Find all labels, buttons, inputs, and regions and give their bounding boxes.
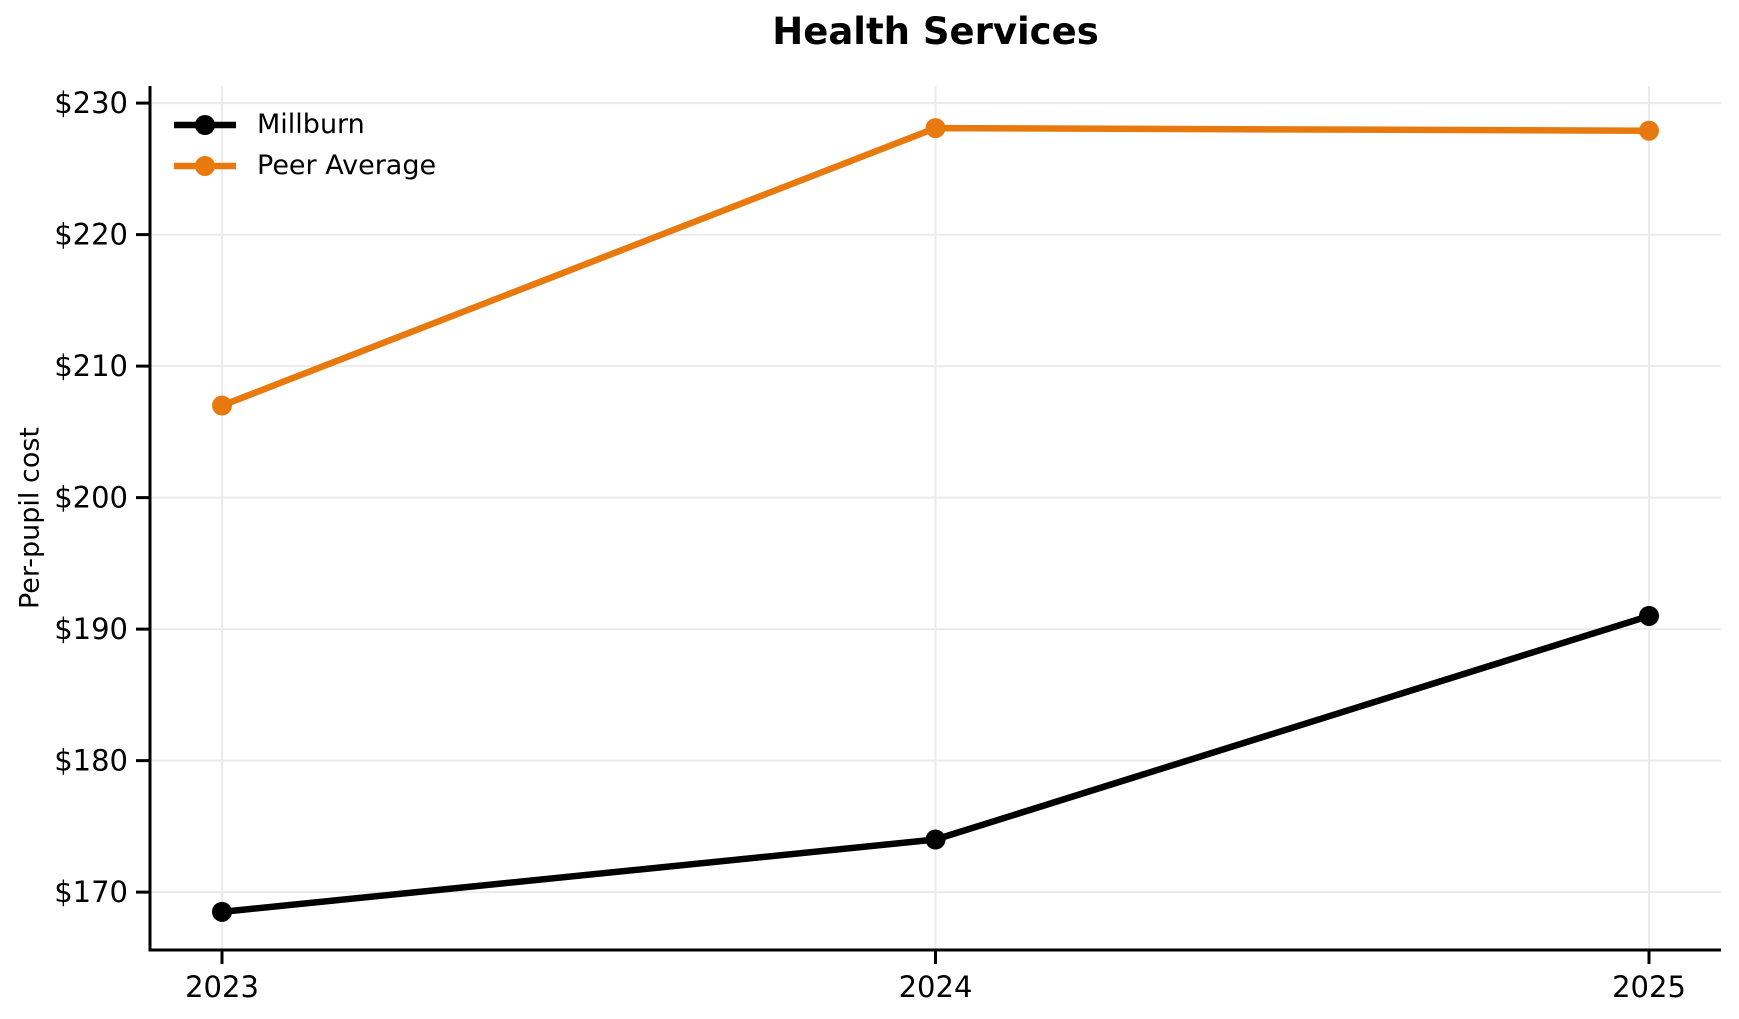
legend-item-peer-average: Peer Average [172, 145, 436, 186]
x-tick-label-2024: 2024 [899, 970, 973, 1004]
data-point-millburn-2025 [1639, 605, 1659, 626]
legend-dot-sample [195, 114, 215, 135]
data-point-peer-average-2024 [925, 118, 946, 139]
data-point-peer-average-2023 [212, 395, 232, 416]
data-point-peer-average-2025 [1639, 120, 1659, 141]
data-point-millburn-2024 [925, 829, 946, 850]
legend: Millburn Peer Average [172, 104, 436, 186]
legend-marker-peer-average [174, 155, 236, 176]
y-tick-label-200: $200 [54, 481, 128, 515]
y-axis-label: Per-pupil cost [14, 426, 46, 610]
chart-title: Health Services [772, 10, 1099, 53]
legend-dot-sample [195, 155, 215, 176]
y-tick-label-230: $230 [54, 86, 128, 120]
data-point-millburn-2023 [212, 901, 232, 922]
y-tick-label-190: $190 [54, 612, 128, 646]
y-tick-label-220: $220 [54, 218, 128, 252]
legend-marker-millburn [174, 114, 236, 135]
legend-label-millburn: Millburn [257, 109, 365, 140]
legend-label-peer-average: Peer Average [257, 150, 437, 181]
y-tick-label-210: $210 [54, 349, 128, 383]
legend-item-millburn: Millburn [172, 104, 436, 145]
y-tick-label-170: $170 [54, 875, 128, 909]
x-tick-label-2023: 2023 [185, 970, 259, 1004]
y-tick-label-180: $180 [54, 744, 128, 778]
x-tick-label-2025: 2025 [1612, 970, 1686, 1004]
